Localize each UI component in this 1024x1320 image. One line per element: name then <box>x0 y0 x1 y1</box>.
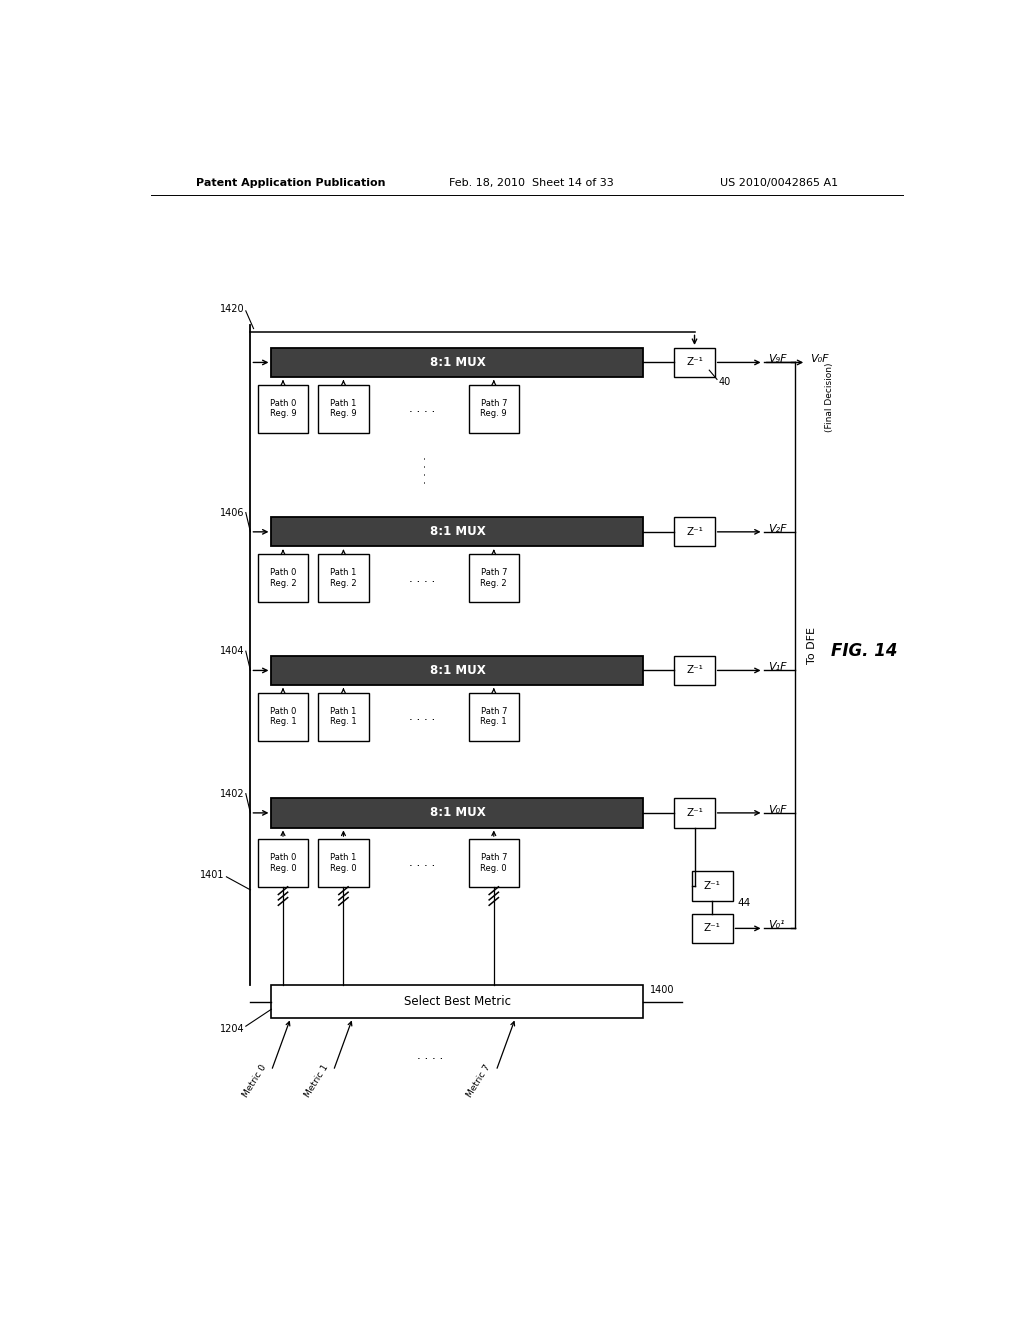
Text: Z⁻¹: Z⁻¹ <box>686 358 702 367</box>
Text: . . . .: . . . . <box>416 457 429 484</box>
Text: 1401: 1401 <box>201 870 225 879</box>
Bar <box>271 799 643 828</box>
Text: 8:1 MUX: 8:1 MUX <box>429 525 485 539</box>
Bar <box>258 693 308 741</box>
Text: Path 0
Reg. 1: Path 0 Reg. 1 <box>269 708 296 726</box>
Bar <box>258 554 308 602</box>
Bar <box>469 693 519 741</box>
Text: Z⁻¹: Z⁻¹ <box>686 665 702 676</box>
Text: Z⁻¹: Z⁻¹ <box>703 924 721 933</box>
Text: (Final Decision): (Final Decision) <box>825 363 834 432</box>
Text: Z⁻¹: Z⁻¹ <box>686 527 702 537</box>
Text: 40: 40 <box>719 376 731 387</box>
Text: . . . .: . . . . <box>417 1049 443 1063</box>
Bar <box>271 517 643 546</box>
Bar <box>271 348 643 378</box>
Text: FIG. 14: FIG. 14 <box>831 643 897 660</box>
Bar <box>258 385 308 433</box>
Text: 1404: 1404 <box>220 647 245 656</box>
Bar <box>675 517 715 546</box>
Text: Metric 7: Metric 7 <box>466 1063 493 1100</box>
Text: Metric 0: Metric 0 <box>241 1063 268 1100</box>
Bar <box>692 913 732 942</box>
Text: V₂F: V₂F <box>768 524 786 533</box>
Text: 8:1 MUX: 8:1 MUX <box>429 807 485 820</box>
Text: Path 1
Reg. 1: Path 1 Reg. 1 <box>330 708 356 726</box>
Text: Path 0
Reg. 2: Path 0 Reg. 2 <box>269 569 296 587</box>
Text: Feb. 18, 2010  Sheet 14 of 33: Feb. 18, 2010 Sheet 14 of 33 <box>449 178 613 187</box>
Text: V₀¹: V₀¹ <box>768 920 784 931</box>
Text: Path 0
Reg. 0: Path 0 Reg. 0 <box>269 853 296 873</box>
Text: Patent Application Publication: Patent Application Publication <box>196 178 385 187</box>
Text: Select Best Metric: Select Best Metric <box>403 995 511 1008</box>
Bar <box>318 693 369 741</box>
Text: . . . .: . . . . <box>410 403 435 416</box>
Text: 1402: 1402 <box>219 788 245 799</box>
Bar <box>258 840 308 887</box>
Text: Path 1
Reg. 2: Path 1 Reg. 2 <box>330 569 356 587</box>
Bar <box>318 554 369 602</box>
Bar <box>318 385 369 433</box>
Bar <box>271 656 643 685</box>
Text: V₉F: V₉F <box>768 354 786 364</box>
Bar <box>469 554 519 602</box>
Text: Path 1
Reg. 0: Path 1 Reg. 0 <box>330 853 356 873</box>
Text: 1406: 1406 <box>220 508 245 517</box>
Bar <box>469 840 519 887</box>
Text: Path 7
Reg. 1: Path 7 Reg. 1 <box>480 708 507 726</box>
Text: Path 7
Reg. 2: Path 7 Reg. 2 <box>480 569 507 587</box>
Text: . . . .: . . . . <box>410 572 435 585</box>
Text: . . . .: . . . . <box>410 857 435 870</box>
Text: 1400: 1400 <box>649 985 674 995</box>
Text: Z⁻¹: Z⁻¹ <box>686 808 702 818</box>
Text: 8:1 MUX: 8:1 MUX <box>429 664 485 677</box>
Text: Path 7
Reg. 0: Path 7 Reg. 0 <box>480 853 507 873</box>
Text: Metric 1: Metric 1 <box>303 1063 330 1100</box>
Text: . . . .: . . . . <box>410 710 435 723</box>
Text: Path 1
Reg. 9: Path 1 Reg. 9 <box>330 399 356 418</box>
Text: 1204: 1204 <box>219 1023 245 1034</box>
Text: 44: 44 <box>737 899 751 908</box>
Text: V₀F: V₀F <box>810 354 828 364</box>
Text: Z⁻¹: Z⁻¹ <box>703 880 721 891</box>
Text: Path 7
Reg. 9: Path 7 Reg. 9 <box>480 399 507 418</box>
Text: Path 0
Reg. 9: Path 0 Reg. 9 <box>269 399 296 418</box>
Bar <box>675 799 715 828</box>
Text: To DFE: To DFE <box>807 627 816 664</box>
Bar <box>675 656 715 685</box>
Text: US 2010/0042865 A1: US 2010/0042865 A1 <box>720 178 838 187</box>
Bar <box>318 840 369 887</box>
Bar <box>692 871 732 900</box>
Text: V₀F: V₀F <box>768 805 786 814</box>
Text: 8:1 MUX: 8:1 MUX <box>429 356 485 370</box>
Bar <box>271 985 643 1018</box>
Text: 1420: 1420 <box>219 305 245 314</box>
Text: V₁F: V₁F <box>768 663 786 672</box>
Bar <box>675 348 715 378</box>
Bar <box>469 385 519 433</box>
